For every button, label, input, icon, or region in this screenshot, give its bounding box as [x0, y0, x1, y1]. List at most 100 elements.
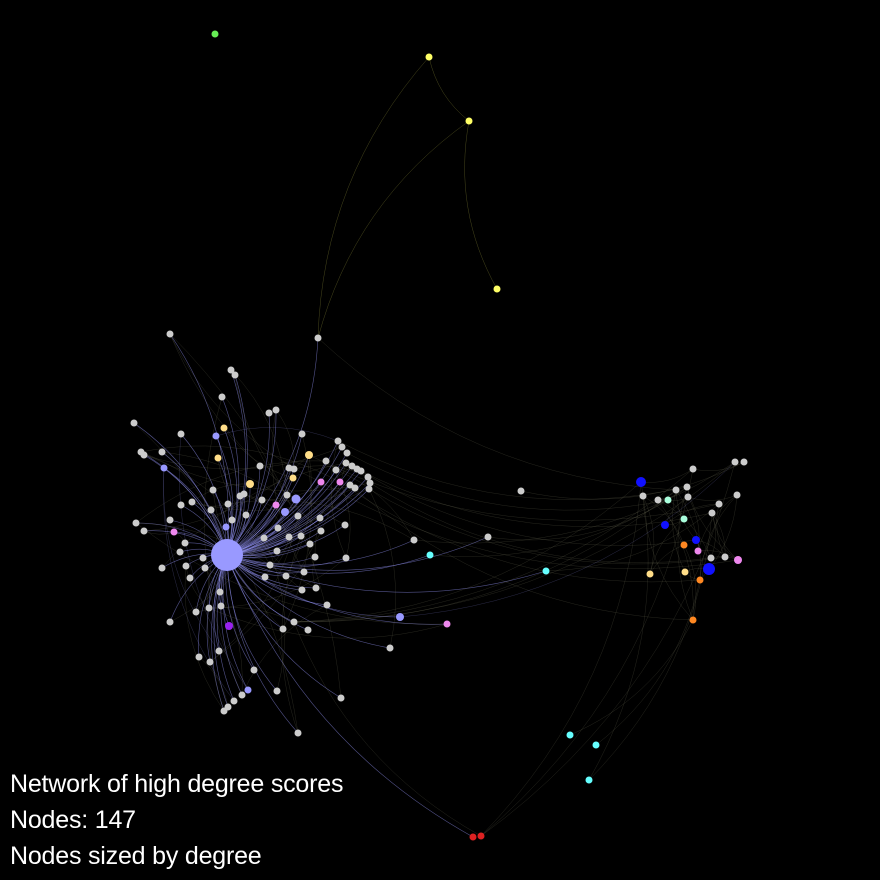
graph-node — [365, 485, 373, 493]
graph-node — [592, 741, 600, 749]
graph-edge — [308, 454, 720, 521]
graph-edge — [215, 427, 339, 442]
graph-node — [176, 548, 184, 556]
graph-edge — [226, 536, 489, 571]
graph-node — [639, 492, 647, 500]
graph-edge — [711, 512, 726, 558]
graph-node — [410, 536, 418, 544]
graph-edge — [677, 486, 694, 621]
graph-node — [166, 516, 174, 524]
graph-node — [334, 437, 342, 445]
graph-edge — [226, 482, 371, 556]
graph-node — [689, 616, 697, 624]
graph-node — [260, 534, 268, 542]
graph-node — [306, 540, 314, 548]
graph-edge — [140, 445, 341, 483]
graph-node — [266, 561, 274, 569]
graph-node — [721, 553, 729, 561]
graph-node — [195, 653, 203, 661]
graph-edge — [369, 482, 712, 563]
graph-node — [209, 486, 217, 494]
graph-node — [312, 584, 320, 592]
graph-node — [265, 409, 273, 417]
graph-node — [238, 691, 246, 699]
graph-node — [230, 697, 238, 705]
graph-edge — [710, 512, 716, 559]
graph-edge — [169, 333, 346, 526]
graph-edge — [140, 451, 271, 566]
graph-edge — [198, 656, 229, 708]
graph-node — [493, 285, 501, 293]
graph-node — [684, 493, 692, 501]
graph-node — [692, 536, 700, 544]
graph-node — [734, 556, 742, 564]
graph-node — [236, 492, 244, 500]
graph-node — [140, 527, 148, 535]
graph-node — [465, 117, 473, 125]
graph-node — [343, 449, 351, 457]
graph-node — [322, 457, 330, 465]
graph-node — [228, 516, 236, 524]
graph-edge — [245, 514, 317, 589]
graph-node — [443, 620, 451, 628]
graph-edge — [335, 469, 415, 541]
graph-edge — [649, 518, 685, 575]
graph-edge — [520, 461, 745, 500]
graph-node — [342, 554, 350, 562]
graph-node — [217, 602, 225, 610]
graph-node — [517, 487, 525, 495]
graph-node — [336, 478, 344, 486]
graph-edge — [675, 489, 701, 581]
graph-edge — [226, 554, 391, 649]
graph-edge — [263, 537, 286, 692]
graph-edge — [642, 495, 655, 575]
graph-edge — [195, 517, 321, 613]
graph-node — [205, 604, 213, 612]
graph-edge — [226, 554, 474, 838]
graph-edge — [293, 621, 482, 837]
graph-node — [740, 458, 748, 466]
graph-node — [689, 465, 697, 473]
graph-edge — [699, 494, 738, 581]
graph-edge — [208, 607, 448, 639]
graph-edge — [368, 488, 726, 565]
graph-node — [707, 554, 715, 562]
graph-edge — [687, 496, 700, 552]
graph-node — [166, 618, 174, 626]
graph-edge — [264, 536, 290, 578]
graph-node — [177, 501, 185, 509]
graph-edge — [217, 457, 247, 516]
graph-edge — [226, 554, 448, 625]
graph-edge — [226, 369, 246, 556]
graph-edge — [227, 500, 415, 541]
hub-node — [211, 539, 243, 571]
graph-node — [222, 523, 230, 531]
graph-edge — [282, 433, 312, 630]
graph-node — [680, 541, 688, 549]
graph-edge — [169, 333, 342, 699]
graph-node — [661, 521, 669, 529]
graph-edge — [184, 565, 225, 712]
graph-edge — [185, 565, 210, 609]
graph-edge — [216, 554, 235, 702]
graph-node — [680, 515, 688, 523]
graph-edge — [293, 461, 736, 623]
graph-node — [294, 729, 302, 737]
graph-node — [342, 459, 350, 467]
graph-node — [297, 532, 305, 540]
graph-edge — [588, 512, 713, 781]
graph-edge — [428, 56, 470, 122]
graph-node — [425, 53, 433, 61]
graph-edge — [588, 481, 649, 781]
graph-edge — [208, 557, 347, 609]
graph-node — [225, 622, 233, 630]
graph-edge — [368, 488, 396, 649]
graph-node — [681, 568, 689, 576]
graph-node — [272, 406, 280, 414]
graph-node — [323, 601, 331, 609]
graph-node — [708, 509, 716, 517]
graph-edge — [687, 494, 738, 501]
graph-node — [170, 528, 178, 536]
graph-edge — [320, 481, 739, 569]
